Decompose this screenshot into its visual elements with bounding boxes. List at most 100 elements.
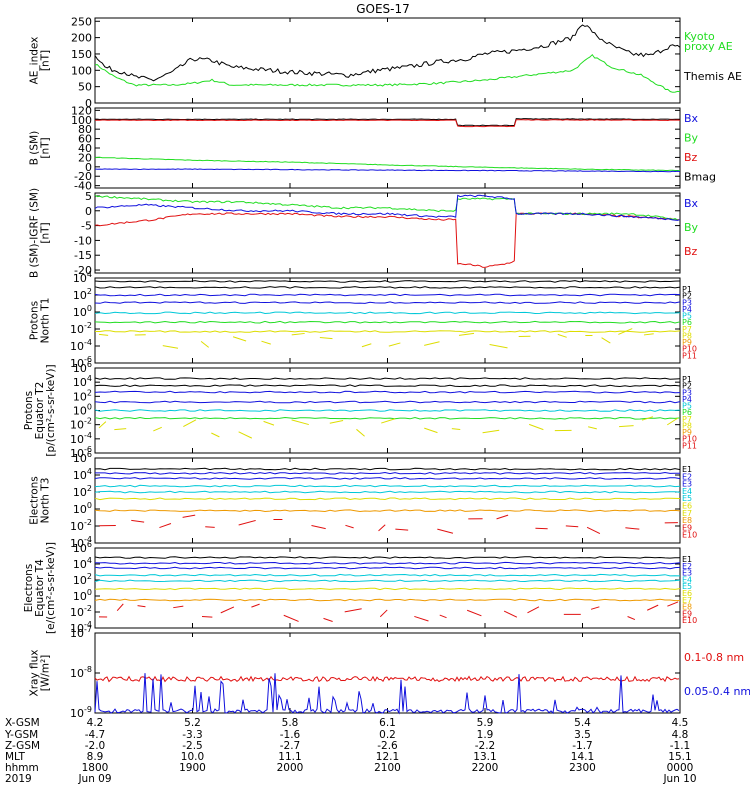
series-fragment xyxy=(98,421,107,429)
series-level xyxy=(94,467,681,471)
legend-entry: P1 xyxy=(682,375,692,384)
x-table-cell: -2.6 xyxy=(377,740,398,752)
series-fragment xyxy=(527,606,540,614)
series-fragment xyxy=(361,343,372,348)
y-tick-exponent: 6 xyxy=(87,450,92,459)
y-tick-label: 150 xyxy=(71,48,92,61)
legend-entry: P2 xyxy=(682,292,692,301)
y-axis-label: Xray flux xyxy=(29,650,41,697)
series-fragment xyxy=(627,616,636,621)
legend-entry: E1 xyxy=(682,555,692,564)
y-tick-exponent: -4 xyxy=(84,620,92,629)
legend-entry: Kyoto xyxy=(684,30,715,43)
legend-entry: E2 xyxy=(682,562,692,571)
series-fragment xyxy=(201,615,213,618)
legend-entry: Bx xyxy=(684,112,699,125)
legend-entry: P7 xyxy=(682,415,692,424)
series-level xyxy=(94,484,681,488)
series-level xyxy=(94,390,681,394)
legend-entry: E6 xyxy=(682,502,692,511)
series-bz xyxy=(94,212,681,268)
y-tick-label: 100 xyxy=(73,403,92,418)
legend-entry: E4 xyxy=(682,487,692,496)
y-tick-label: 0 xyxy=(85,161,92,174)
series-fragment xyxy=(378,524,386,532)
x-table-cell: 1900 xyxy=(179,762,206,774)
start-date: Jun 09 xyxy=(77,773,111,785)
legend-entry: P3 xyxy=(682,388,692,397)
series-fragment xyxy=(211,432,220,438)
series-fragment xyxy=(451,428,461,430)
y-tick-label: 20 xyxy=(78,151,92,164)
x-table-cell: 5.2 xyxy=(184,717,201,729)
series-fragment xyxy=(323,617,333,622)
y-tick-exponent: -2 xyxy=(84,518,92,527)
y-tick-label: 104 xyxy=(73,467,92,482)
y-tick-label: 60 xyxy=(78,133,92,146)
legend-entry: P4 xyxy=(682,305,692,314)
y-axis-label: North T1 xyxy=(40,298,52,344)
legend-entry: 0.05-0.4 nm xyxy=(684,685,750,698)
legend-entry: E9 xyxy=(682,523,692,532)
panel-frame xyxy=(94,17,681,104)
series-level xyxy=(94,384,681,388)
legend-entry: P6 xyxy=(682,318,692,327)
legend-entry: Bx xyxy=(684,197,699,210)
series-fragment xyxy=(565,525,579,528)
y-tick-exponent: 0 xyxy=(87,403,92,412)
y-tick-exponent: -2 xyxy=(84,417,92,426)
y-tick-exponent: 2 xyxy=(87,287,92,296)
series-level xyxy=(95,471,680,475)
y-tick-exponent: -6 xyxy=(84,445,92,454)
x-table-cell: -1.7 xyxy=(572,740,593,752)
legend-entry: E3 xyxy=(682,569,692,578)
series-fragment xyxy=(619,425,634,428)
series-fragment xyxy=(114,428,127,431)
legend-entry: Bz xyxy=(684,245,698,258)
legend-entry: P11 xyxy=(682,441,697,450)
series-fragment xyxy=(319,336,333,340)
y-tick-label: 104 xyxy=(73,556,92,571)
y-tick-label: 10-2 xyxy=(70,321,92,336)
y-tick-label: 0 xyxy=(85,97,92,110)
y-tick-label: 5 xyxy=(85,190,92,203)
y-tick-label: -15 xyxy=(74,249,92,262)
series-fragment xyxy=(528,423,544,431)
x-table-cell: 11.1 xyxy=(278,751,301,763)
series-fragment xyxy=(643,333,654,336)
series-fragment xyxy=(395,528,409,531)
legend-entry: E2 xyxy=(682,472,692,481)
legend-entry: P3 xyxy=(682,298,692,307)
y-tick-exponent: -4 xyxy=(84,338,92,347)
legend-entry: E1 xyxy=(682,465,692,474)
y-tick-label: 120 xyxy=(71,104,92,117)
series-level xyxy=(94,280,681,283)
legend-entry: 0.1-0.8 nm xyxy=(684,651,744,664)
series-level xyxy=(94,675,680,683)
series-fragment xyxy=(379,609,388,618)
y-tick-exponent: -8 xyxy=(84,665,92,674)
legend-entry: P2 xyxy=(682,382,692,391)
legend-entry: E10 xyxy=(682,531,697,540)
y-tick-label: 102 xyxy=(73,484,92,499)
legend-entry: P6 xyxy=(682,408,692,417)
y-tick-label: 100 xyxy=(73,304,92,319)
x-table-cell: 15.1 xyxy=(668,751,691,763)
y-tick-label: 100 xyxy=(71,64,92,77)
y-tick-label: 10-2 xyxy=(70,417,92,432)
series-fragment xyxy=(466,609,482,617)
y-axis-label: [nT] xyxy=(40,137,52,158)
series-fragment xyxy=(414,615,429,622)
series-fragment xyxy=(329,420,344,424)
series-fragment xyxy=(666,417,679,426)
x-table-cell: -3.3 xyxy=(182,729,203,741)
series-fragment xyxy=(356,428,365,437)
legend-entry: By xyxy=(684,221,699,234)
x-table-row-label: Y-GSM xyxy=(4,729,38,741)
series-level xyxy=(94,561,681,565)
y-tick-exponent: 0 xyxy=(87,588,92,597)
series-fragment xyxy=(232,336,247,342)
y-tick-label: 104 xyxy=(73,374,92,389)
series-level xyxy=(94,587,681,591)
